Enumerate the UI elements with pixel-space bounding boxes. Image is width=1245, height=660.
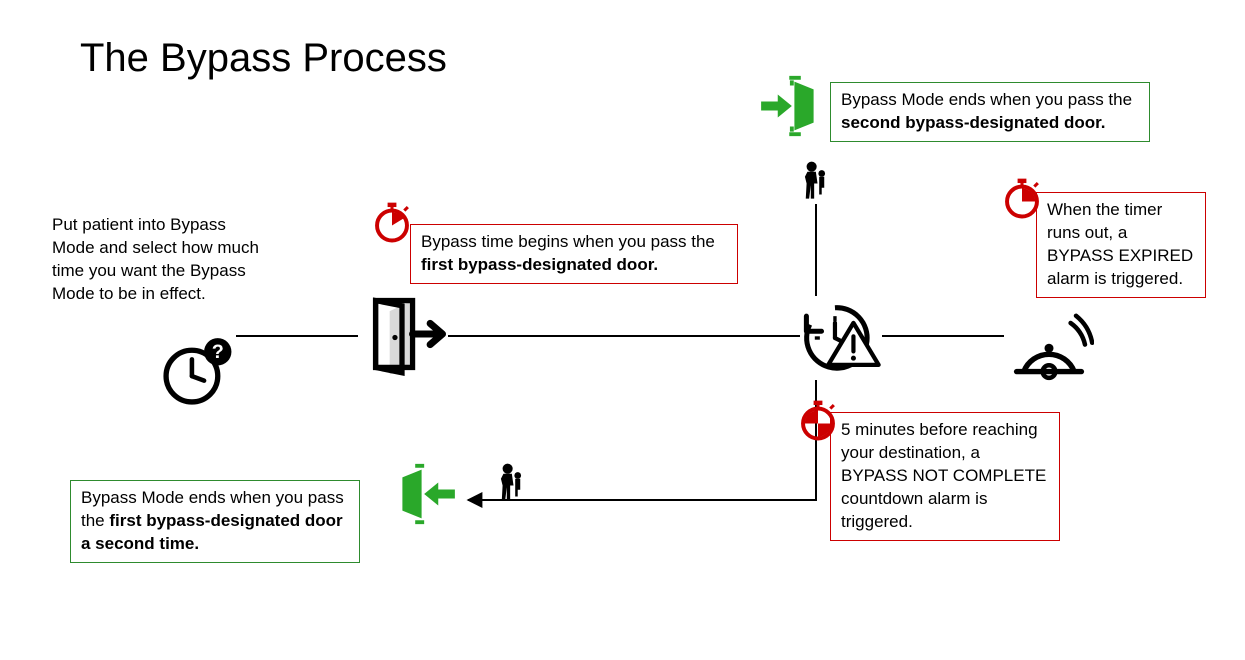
bypass-end-second-prefix: Bypass Mode ends when you pass the [841,90,1132,109]
stopwatch-begin-icon [370,200,414,244]
person-child-top-icon [794,160,836,202]
door-exit-icon [358,290,446,378]
door-enter-top-icon [756,74,820,138]
bypass-end-first-box: Bypass Mode ends when you pass the first… [70,480,360,563]
bypass-end-second-bold: second bypass-designated door. [841,113,1106,132]
clock-question-icon: ? [160,332,236,408]
bypass-begins-prefix: Bypass time begins when you pass the [421,232,715,251]
bypass-not-complete-box: 5 minutes before reaching your destinati… [830,412,1060,541]
svg-text:?: ? [212,341,224,363]
door-enter-bottom-icon [396,462,460,526]
bypass-begins-box: Bypass time begins when you pass the fir… [410,224,738,284]
bypass-end-first-bold: first bypass-designated door a second ti… [81,511,343,553]
bypass-expired-box: When the timer runs out, a BYPASS EXPIRE… [1036,192,1206,298]
bypass-end-second-box: Bypass Mode ends when you pass the secon… [830,82,1150,142]
stopwatch-expired-icon [1000,176,1044,220]
stopwatch-notcomplete-icon [796,398,840,442]
clock-warning-icon [798,296,882,380]
page-title: The Bypass Process [80,36,447,81]
alarm-bell-icon [1004,296,1094,386]
start-text: Put patient into Bypass Mode and select … [52,214,272,306]
person-child-bottom-icon [490,462,532,504]
bypass-begins-bold: first bypass-designated door. [421,255,658,274]
